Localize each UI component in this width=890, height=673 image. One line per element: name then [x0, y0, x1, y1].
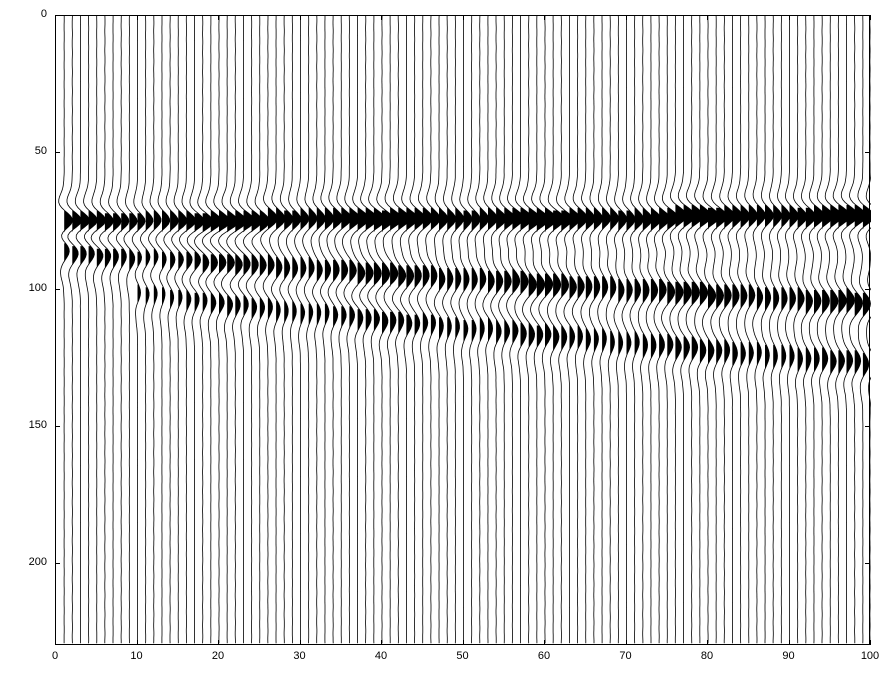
x-tick-label: 50 — [448, 650, 478, 662]
x-tick-label: 90 — [774, 650, 804, 662]
plot-area — [55, 15, 870, 645]
x-tick-label: 20 — [203, 650, 233, 662]
x-tick-label: 0 — [40, 650, 70, 662]
y-tick-label: 50 — [0, 145, 47, 157]
seismic-wiggle-chart: 0 50 100 150 200 0 10 20 30 40 50 60 70 80 90 100 — [0, 0, 890, 673]
x-tick-label: 100 — [855, 650, 885, 662]
y-tick-label: 150 — [0, 419, 47, 431]
x-tick-label: 60 — [529, 650, 559, 662]
x-tick-label: 70 — [611, 650, 641, 662]
y-tick-label: 100 — [0, 282, 47, 294]
x-tick-label: 80 — [692, 650, 722, 662]
x-tick-label: 10 — [122, 650, 152, 662]
x-tick-label: 30 — [285, 650, 315, 662]
x-tick-label: 40 — [366, 650, 396, 662]
y-tick-label: 200 — [0, 556, 47, 568]
seismic-traces — [56, 16, 871, 646]
y-tick-label: 0 — [0, 8, 47, 20]
